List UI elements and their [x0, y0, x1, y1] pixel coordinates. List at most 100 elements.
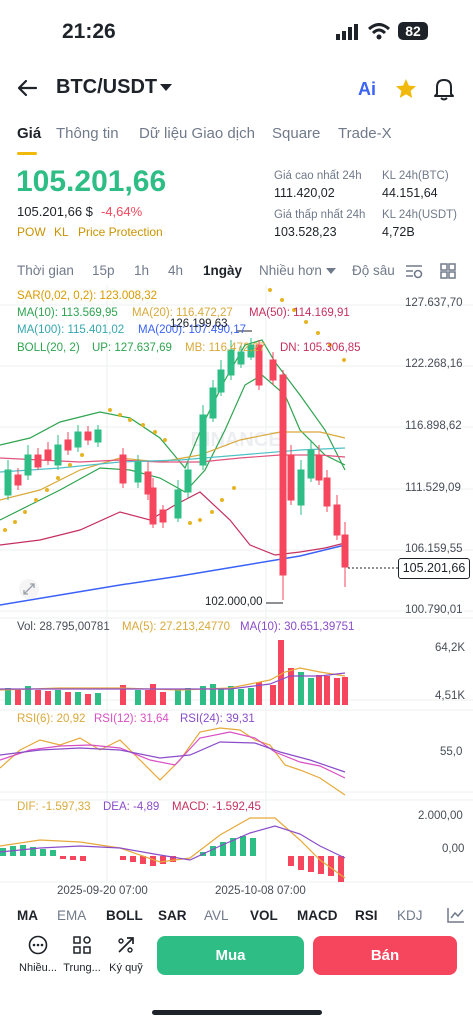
favorite-star-icon[interactable]	[395, 78, 417, 100]
bell-icon[interactable]	[433, 77, 455, 101]
vol-btc-value: 44.151,64	[382, 186, 438, 200]
macd-axis-tick: 2.000,00	[418, 810, 463, 822]
battery-indicator: 82	[398, 22, 428, 40]
boll-up-label: UP: 127.637,69	[92, 342, 172, 354]
tag-pow[interactable]: POW	[17, 225, 46, 239]
axis-tick: 111.529,09	[405, 482, 461, 494]
last-price-tag: 105.201,66	[398, 558, 470, 579]
expand-chart-icon[interactable]	[18, 578, 40, 600]
interval-15m[interactable]: 15p	[92, 263, 115, 278]
tab-square[interactable]: Square	[272, 125, 321, 142]
indicator-rsi[interactable]: RSI	[355, 908, 378, 923]
interval-more[interactable]: Nhiều hơn	[259, 263, 322, 278]
margin-icon	[118, 937, 134, 953]
vol-label: Vol: 28.795,00781	[17, 621, 110, 633]
indicator-macd[interactable]: MACD	[297, 908, 338, 923]
active-tab-underline	[17, 152, 37, 155]
tag-kl[interactable]: KL	[54, 225, 69, 239]
macd-axis-tick: 0,00	[442, 843, 465, 855]
date-tick: 2025-09-20 07:00	[57, 885, 148, 897]
interval-1d[interactable]: 1ngày	[203, 263, 243, 278]
status-time: 21:26	[62, 20, 116, 43]
vol-ma10-label: MA(10): 30.651,39751	[240, 621, 355, 633]
rsi6-label: RSI(6): 20,92	[17, 713, 86, 725]
indicator-boll[interactable]: BOLL	[106, 908, 143, 923]
date-tick: 2025-10-08 07:00	[215, 885, 306, 897]
ma20-label: MA(20): 116.472,27	[132, 307, 233, 319]
rsi-axis-tick: 55,0	[440, 746, 463, 758]
tag-price-protection[interactable]: Price Protection	[78, 225, 163, 239]
high-marker-label: 126.199,63	[170, 318, 228, 330]
low-24h-value: 103.528,23	[274, 225, 337, 239]
ma10-label: MA(10): 113.569,95	[17, 307, 118, 319]
vol-axis-tick: 4,51K	[435, 690, 466, 702]
volume-bars	[0, 640, 348, 705]
ma100-label: MA(100): 115.401,02	[17, 324, 125, 336]
chart-settings-icon[interactable]	[405, 263, 423, 279]
grid-apps-icon	[73, 936, 91, 954]
indicator-kdj[interactable]: KDJ	[397, 908, 423, 923]
axis-tick: 116.898,62	[405, 420, 462, 432]
more-menu-button[interactable]: Nhiều...	[16, 935, 60, 974]
price-change: -4,64%	[101, 204, 143, 219]
signal-icon	[336, 24, 358, 40]
interval-depth[interactable]: Độ sâu	[352, 263, 395, 278]
margin-button[interactable]: Ký quỹ	[104, 935, 148, 974]
tab-trading-data[interactable]: Dữ liệu Giao dịch	[139, 125, 255, 142]
center-label: Trung...	[63, 962, 101, 974]
sell-button[interactable]: Bán	[313, 936, 457, 975]
candles	[4, 338, 349, 600]
rsi24-label: RSI(24): 39,31	[180, 713, 255, 725]
vol-btc-label: KL 24h(BTC)	[382, 170, 449, 182]
vol-axis-tick: 64,2K	[435, 642, 466, 654]
indicator-avl[interactable]: AVL	[204, 908, 229, 923]
low-24h-label: Giá thấp nhất 24h	[274, 209, 366, 221]
tab-price[interactable]: Giá	[17, 125, 42, 142]
price-usd: 105.201,66 $	[17, 204, 93, 219]
ma50-label: MA(50): 114.169,91	[249, 307, 350, 319]
boll-mb-label: MB: 116.472,27	[185, 342, 266, 354]
high-24h-value: 111.420,02	[274, 186, 335, 200]
indicator-settings-icon[interactable]	[447, 907, 465, 923]
indicator-vol[interactable]: VOL	[250, 908, 278, 923]
axis-tick: 106.159,55	[405, 543, 463, 555]
chevron-down-icon[interactable]	[160, 84, 172, 92]
wifi-icon	[368, 23, 390, 40]
tab-trade-x[interactable]: Trade-X	[338, 125, 392, 142]
vol-ma5-label: MA(5): 27.213,24770	[122, 621, 231, 633]
more-dots-icon	[28, 935, 48, 955]
watermark: BINANCE	[190, 429, 281, 451]
layout-grid-icon[interactable]	[440, 263, 456, 279]
rsi-lines	[0, 727, 346, 796]
macd-value-label: MACD: -1.592,45	[172, 801, 261, 813]
back-arrow-icon[interactable]	[16, 78, 38, 98]
pair-title[interactable]: BTC/USDT	[56, 76, 158, 98]
buy-button[interactable]: Mua	[157, 936, 304, 975]
boll-dn-label: DN: 105.306,85	[280, 342, 361, 354]
high-24h-label: Giá cao nhất 24h	[274, 170, 362, 182]
axis-tick: 127.637,70	[405, 297, 463, 309]
macd-histogram	[0, 817, 346, 882]
more-chevron-icon[interactable]	[326, 268, 336, 275]
macd-dea-label: DEA: -4,89	[103, 801, 160, 813]
status-bar: 21:26 82	[0, 0, 473, 62]
interval-time[interactable]: Thời gian	[17, 263, 74, 278]
indicator-sar[interactable]: SAR	[158, 908, 187, 923]
last-price: 105.201,66	[16, 165, 167, 198]
interval-1h[interactable]: 1h	[134, 263, 150, 278]
low-marker-label: 102.000,00	[205, 596, 263, 608]
vol-usdt-value: 4,72B	[382, 225, 415, 239]
tab-info[interactable]: Thông tin	[56, 125, 119, 142]
vol-usdt-label: KL 24h(USDT)	[382, 209, 457, 221]
macd-dif-label: DIF: -1.597,33	[17, 801, 91, 813]
indicator-ma[interactable]: MA	[17, 908, 38, 923]
interval-4h[interactable]: 4h	[168, 263, 184, 278]
ma200-label: MA(200): 107.490,17	[138, 324, 247, 336]
home-indicator	[152, 1010, 322, 1015]
ai-icon[interactable]: Ai	[358, 79, 376, 99]
more-label: Nhiều...	[19, 962, 57, 974]
center-menu-button[interactable]: Trung...	[60, 935, 104, 974]
indicator-ema[interactable]: EMA	[57, 908, 87, 923]
rsi12-label: RSI(12): 31,64	[94, 713, 169, 725]
